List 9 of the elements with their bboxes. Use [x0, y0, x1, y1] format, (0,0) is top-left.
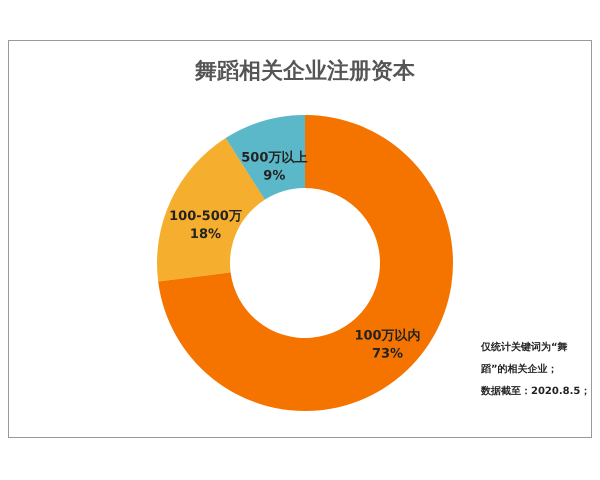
slice-label: 100-500万: [169, 209, 242, 224]
slice-label: 100万以内: [354, 328, 421, 344]
text: 数据截至：2020.8.5；: [481, 384, 592, 399]
data-label: 9%: [263, 168, 286, 184]
donut-slice: [158, 115, 453, 411]
data-label: 73%: [372, 346, 404, 362]
chart-title: 舞蹈相关企业注册资本: [194, 58, 416, 84]
text: 仅统计关键词为“舞蹈”的相关企业；: [481, 340, 569, 377]
data-label: 18%: [190, 227, 222, 242]
